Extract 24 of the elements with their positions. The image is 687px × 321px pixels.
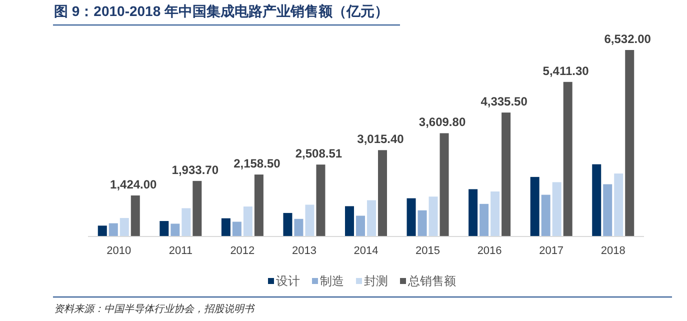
- data-label: 5,411.30: [542, 64, 590, 78]
- x-tick-label: 2014: [354, 245, 378, 257]
- x-tick-label: 2016: [477, 245, 502, 257]
- x-tick-label: 2013: [292, 245, 316, 257]
- data-label: 6,532.00: [604, 32, 652, 46]
- legend-label: 设计: [276, 274, 300, 288]
- legend-label: 总销售额: [407, 274, 456, 288]
- legend-label: 制造: [320, 274, 344, 288]
- data-label: 2,158.50: [234, 156, 281, 171]
- data-label: 3,015.40: [357, 132, 404, 146]
- data-label: 3,609.80: [418, 115, 466, 130]
- data-label: 4,335.50: [480, 94, 528, 109]
- text: 资料来源：中国半导体行业协会，招股说明书: [54, 303, 255, 315]
- legend-label: 封测: [364, 274, 388, 288]
- data-label: 1,424.00: [110, 177, 158, 192]
- data-label: 2,508.51: [295, 146, 342, 161]
- data-label: 1,933.70: [172, 162, 219, 177]
- x-tick-label: 2018: [600, 245, 626, 257]
- x-tick-label: 2017: [539, 245, 564, 257]
- title: 图 9：2010-2018 年中国集成电路产业销售额（亿元）: [54, 3, 389, 19]
- x-tick-label: 2011: [168, 245, 192, 257]
- x-tick-label: 2010: [106, 245, 132, 257]
- x-tick-label: 2015: [416, 245, 440, 257]
- x-tick-label: 2012: [230, 245, 255, 257]
